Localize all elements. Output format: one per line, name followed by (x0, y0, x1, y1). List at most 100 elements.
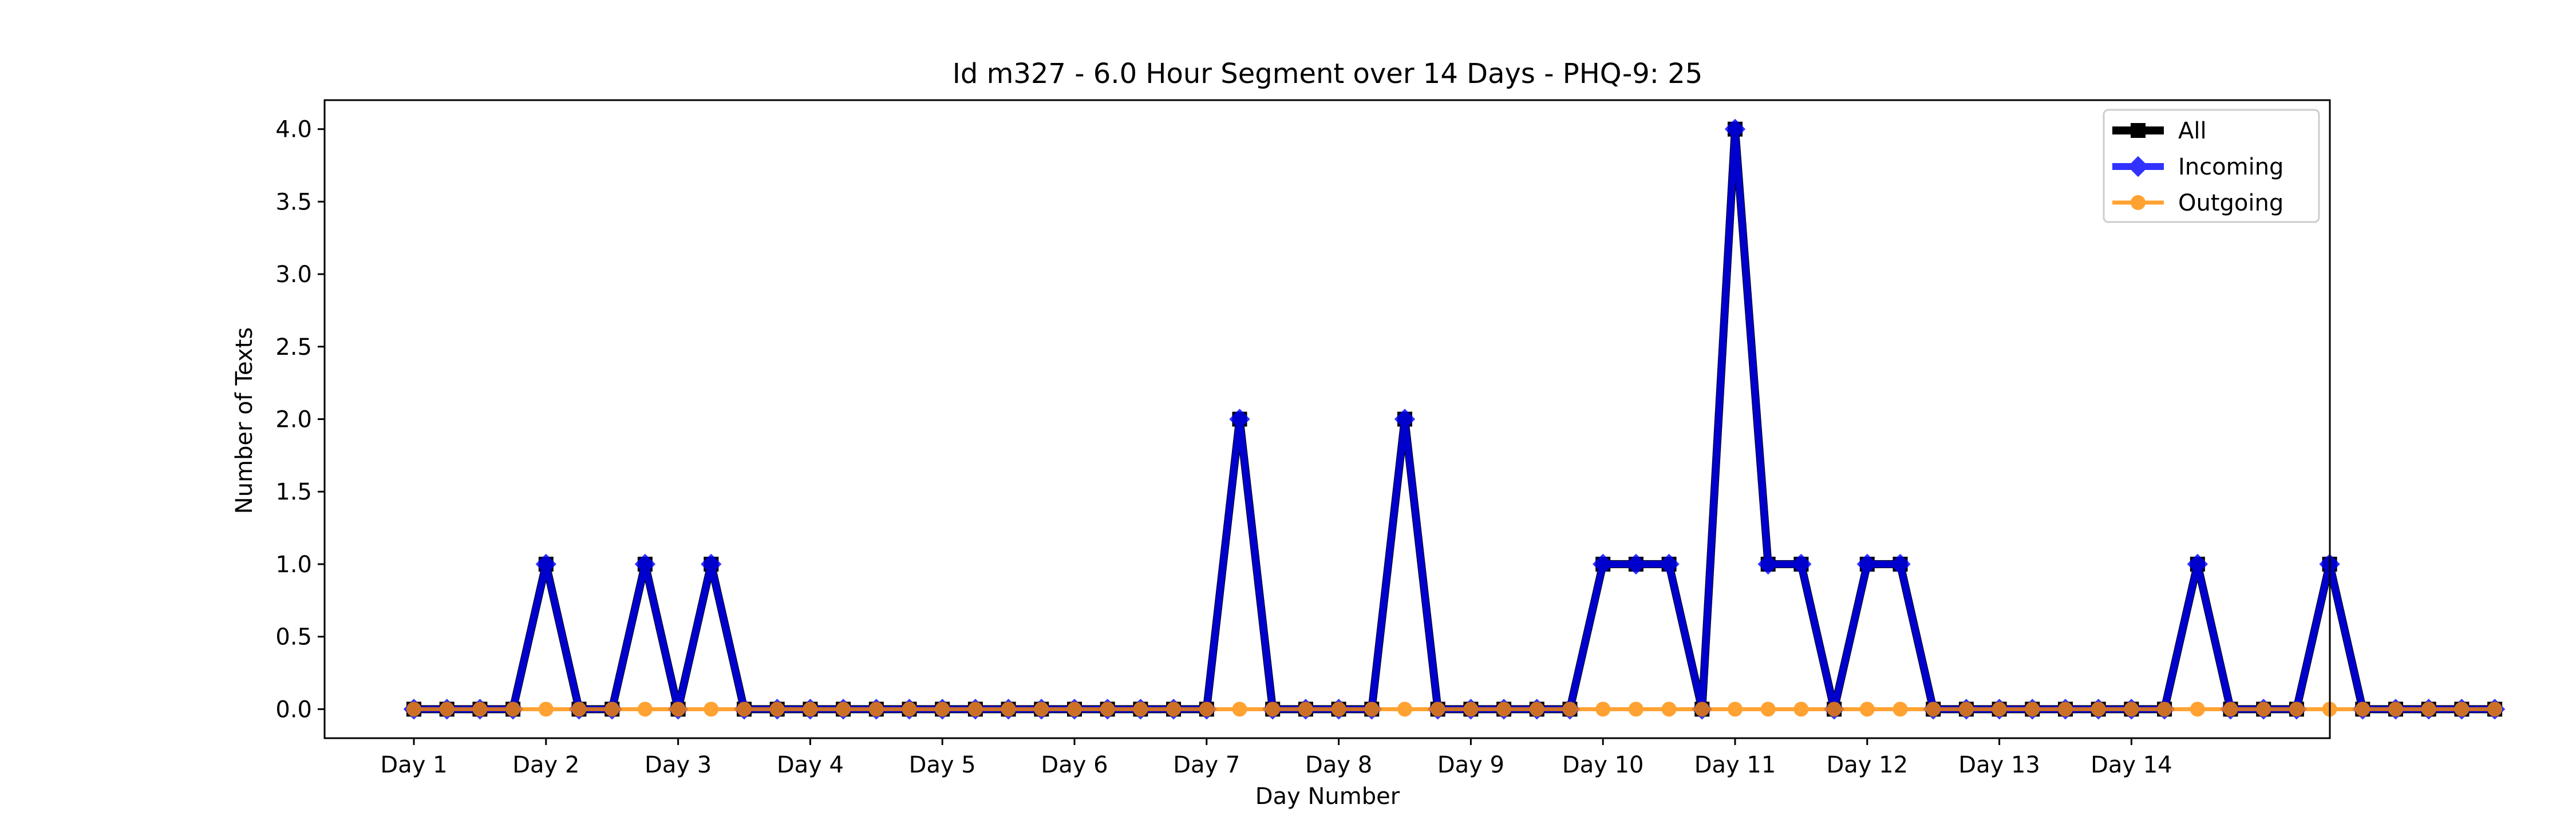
data-point-outgoing (737, 702, 752, 717)
data-point-outgoing (1199, 702, 1214, 717)
data-point-outgoing (1298, 702, 1313, 717)
data-point-outgoing (1827, 702, 1842, 717)
y-axis-label: Number of Texts (231, 327, 258, 514)
data-point-incoming (1625, 553, 1647, 575)
x-tick-label: Day 14 (2091, 752, 2172, 778)
y-tick-label: 2.5 (275, 334, 312, 360)
data-point-outgoing (1034, 702, 1049, 717)
data-point-outgoing (803, 702, 818, 717)
legend: All Incoming Outgoing (2103, 109, 2320, 223)
data-point-outgoing (1893, 702, 1908, 717)
data-point-outgoing (2487, 702, 2503, 717)
data-point-outgoing (902, 702, 917, 717)
data-point-outgoing (571, 702, 587, 717)
x-tick-label: Day 13 (1958, 752, 2040, 778)
data-point-outgoing (505, 702, 521, 717)
y-tick-label: 3.5 (275, 189, 312, 215)
x-tick-label: Day 12 (1826, 752, 1908, 778)
data-point-outgoing (406, 702, 421, 717)
legend-label: All (2178, 118, 2207, 144)
x-tick-label: Day 9 (1437, 752, 1504, 778)
data-point-outgoing (1331, 702, 1346, 717)
x-tick-label: Day 5 (909, 752, 976, 778)
legend-item-outgoing (2112, 195, 2164, 210)
data-point-incoming (1229, 409, 1250, 430)
data-point-outgoing (836, 702, 851, 717)
data-point-outgoing (1694, 702, 1710, 717)
data-point-outgoing (1728, 702, 1743, 717)
data-point-outgoing (1859, 702, 1875, 717)
data-point-outgoing (1760, 702, 1776, 717)
data-point-outgoing (1133, 702, 1148, 717)
data-point-outgoing (1926, 702, 1941, 717)
data-point-incoming (1658, 553, 1680, 575)
data-point-outgoing (1628, 702, 1643, 717)
data-point-incoming (701, 553, 722, 575)
data-point-outgoing (2058, 702, 2073, 717)
legend-box (2103, 109, 2320, 223)
data-point-outgoing (1793, 702, 1809, 717)
data-point-outgoing (2421, 702, 2436, 717)
data-point-outgoing (1364, 702, 1380, 717)
data-point-outgoing (1232, 702, 1247, 717)
data-point-outgoing (935, 702, 950, 717)
x-tick-label: Day 8 (1305, 752, 1372, 778)
x-tick-label: Day 4 (777, 752, 844, 778)
data-point-outgoing (1496, 702, 1512, 717)
data-point-outgoing (1529, 702, 1544, 717)
y-tick-label: 3.0 (275, 262, 312, 288)
x-tick-label: Day 6 (1041, 752, 1108, 778)
data-point-outgoing (2256, 702, 2271, 717)
data-point-incoming (1724, 118, 1746, 140)
data-point-outgoing (1397, 702, 1412, 717)
data-point-outgoing (1067, 702, 1082, 717)
data-point-outgoing (637, 702, 653, 717)
data-point-outgoing (2454, 702, 2470, 717)
y-tick-label: 1.5 (275, 479, 312, 505)
data-point-incoming (1593, 553, 1614, 575)
data-point-outgoing (2124, 702, 2139, 717)
y-tick-label: 4.0 (275, 117, 312, 143)
data-point-outgoing (769, 702, 785, 717)
data-point-incoming (1791, 553, 1812, 575)
data-point-outgoing (704, 702, 719, 717)
y-tick-label: 2.0 (275, 407, 312, 433)
data-point-outgoing (472, 702, 488, 717)
legend-label: Incoming (2178, 154, 2283, 180)
legend-item-all (2112, 123, 2164, 138)
data-point-outgoing (1595, 702, 1611, 717)
data-point-outgoing (1992, 702, 2007, 717)
data-point-outgoing (2025, 702, 2040, 717)
plot-frame (323, 99, 2331, 739)
data-point-incoming (1394, 409, 1416, 430)
legend-marker (2127, 156, 2149, 177)
data-point-outgoing (967, 702, 983, 717)
data-point-outgoing (670, 702, 686, 717)
series-lines (403, 118, 2506, 720)
data-point-outgoing (439, 702, 455, 717)
axes: Day 1 Day 2 Day 3 Day 4 Day 5 Day 6 Day 7 Day 8… (275, 117, 2172, 778)
data-point-outgoing (2388, 702, 2403, 717)
data-point-outgoing (538, 702, 554, 717)
chart-title: Id m327 - 6.0 Hour Segment over 14 Days … (953, 58, 1703, 90)
data-point-outgoing (2091, 702, 2106, 717)
data-point-outgoing (1166, 702, 1182, 717)
data-point-incoming (535, 553, 556, 575)
x-axis-label: Day Number (1255, 783, 1400, 810)
data-point-outgoing (868, 702, 884, 717)
data-point-incoming (1757, 553, 1779, 575)
data-point-outgoing (2355, 702, 2370, 717)
x-tick-label: Day 11 (1694, 752, 1776, 778)
data-point-outgoing (2289, 702, 2304, 717)
data-point-outgoing (1562, 702, 1578, 717)
legend-marker (2131, 195, 2146, 210)
data-point-outgoing (2223, 702, 2238, 717)
y-tick-label: 0.0 (275, 696, 312, 723)
legend-item-incoming (2112, 156, 2164, 177)
data-point-outgoing (1661, 702, 1677, 717)
x-tick-label: Day 10 (1562, 752, 1644, 778)
data-point-outgoing (1463, 702, 1479, 717)
data-point-outgoing (1265, 702, 1281, 717)
data-point-outgoing (1430, 702, 1445, 717)
